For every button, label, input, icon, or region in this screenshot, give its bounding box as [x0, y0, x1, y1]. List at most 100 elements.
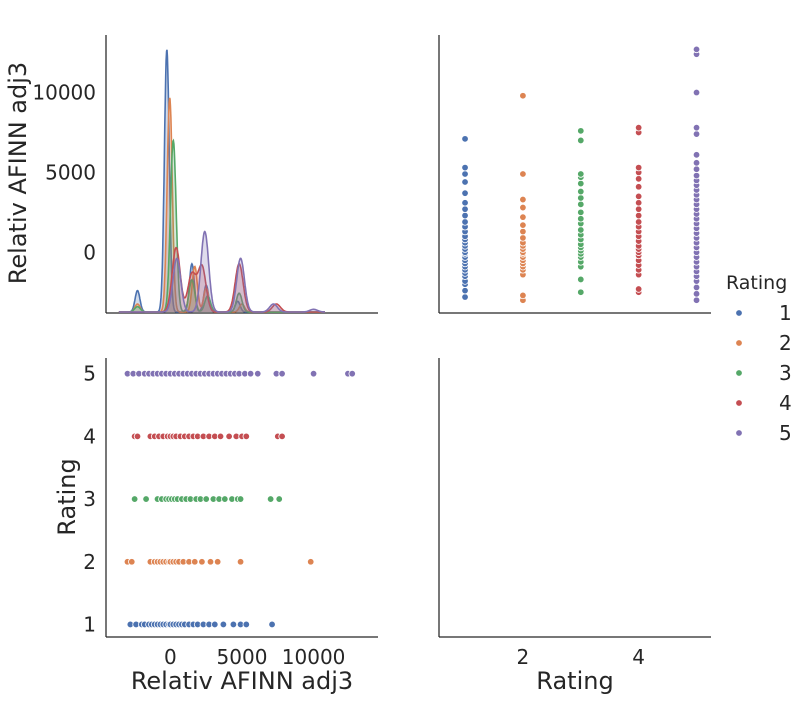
kde-area-rating-5: [118, 231, 326, 312]
point-top-rating-3-0: [577, 288, 585, 296]
point-top-rating-2-19: [519, 170, 527, 178]
point-top-rating-4-18: [634, 192, 643, 201]
point-top-rating-2-17: [519, 203, 527, 212]
afinn-x-tick-label-10000: 10000: [282, 645, 346, 669]
point-top-rating-5-28: [692, 151, 701, 159]
point-bottom-rating-2-20: [307, 558, 315, 566]
legend-label-4: 4: [779, 391, 792, 415]
point-top-rating-3-17: [577, 187, 585, 196]
point-bottom-rating-3-17: [221, 495, 229, 503]
point-top-rating-5-26: [692, 165, 701, 173]
point-top-rating-4-22: [634, 163, 643, 172]
x-axis-label-afinn: Relativ AFINN adj3: [131, 667, 353, 695]
point-top-rating-4-1: [634, 285, 643, 293]
point-bottom-rating-2-16: [198, 558, 206, 566]
rating-y-tick-label-2: 2: [83, 550, 96, 574]
point-bottom-rating-4-1: [133, 432, 142, 441]
kde-line-rating-2: [118, 97, 325, 313]
point-bottom-rating-5-28: [254, 369, 262, 378]
point-top-rating-1-21: [461, 211, 469, 220]
point-top-rating-1-24: [461, 189, 469, 197]
point-top-rating-5-29: [692, 130, 701, 138]
point-top-rating-5-30: [692, 123, 701, 132]
point-bottom-rating-1-25: [229, 620, 238, 629]
kde-y-tick-label-0: 0: [83, 240, 96, 264]
point-top-rating-3-15: [577, 200, 585, 209]
legend-label-3: 3: [779, 361, 792, 385]
afinn-x-tick-label-5000: 5000: [217, 645, 268, 669]
rating-x-tick-label-2: 2: [517, 645, 530, 669]
point-top-rating-3-14: [577, 208, 585, 217]
legend-label-2: 2: [779, 331, 792, 355]
legend-marker-4: [735, 399, 743, 407]
point-bottom-rating-3-22: [275, 495, 283, 503]
rating-y-tick-label-4: 4: [83, 424, 96, 448]
rating-y-tick-label-3: 3: [83, 487, 96, 511]
point-bottom-rating-3-0: [130, 495, 139, 503]
point-bottom-rating-5-27: [246, 369, 255, 378]
x-axis-label-rating: Rating: [536, 667, 613, 695]
legend-marker-3: [735, 369, 743, 377]
point-bottom-rating-1-28: [268, 620, 276, 629]
point-top-rating-2-14: [519, 227, 527, 236]
point-bottom-rating-4-22: [242, 432, 250, 441]
kde-line-rating-1: [118, 49, 325, 313]
point-top-rating-4-19: [634, 183, 643, 191]
rating-x-tick-label-4: 4: [632, 645, 645, 669]
point-top-rating-5-31: [692, 88, 701, 97]
kde-area-rating-3: [118, 140, 326, 312]
point-bottom-rating-5-30: [278, 369, 286, 378]
point-top-rating-4-24: [634, 123, 643, 132]
point-top-rating-1-26: [461, 170, 469, 178]
point-top-rating-3-13: [577, 215, 585, 223]
point-bottom-rating-5-31: [309, 369, 318, 378]
point-top-rating-5-0: [692, 296, 701, 304]
point-top-rating-3-20: [577, 170, 585, 178]
legend-title: Rating: [726, 272, 787, 294]
point-bottom-rating-4-18: [216, 432, 225, 441]
afinn-x-tick-label-0: 0: [164, 645, 177, 669]
point-top-rating-4-16: [634, 205, 643, 213]
kde-line-rating-3: [118, 138, 325, 313]
point-top-rating-3-21: [577, 136, 585, 145]
y-axis-label-afinn: Relativ AFINN adj3: [4, 62, 32, 284]
axis-labels: Relativ AFINN adj3 Rating Relativ AFINN …: [4, 62, 614, 695]
legend-label-1: 1: [779, 301, 792, 325]
scatter-panel-rating-vs-afinn: [438, 35, 711, 314]
legend-marker-1: [735, 309, 743, 317]
point-top-rating-2-13: [519, 234, 527, 242]
point-top-rating-1-22: [461, 205, 469, 213]
point-top-rating-1-25: [461, 178, 469, 186]
point-top-rating-5-33: [692, 45, 701, 54]
point-bottom-rating-3-14: [202, 495, 210, 503]
legend-label-5: 5: [779, 421, 792, 445]
point-bottom-rating-4-24: [278, 432, 286, 441]
point-bottom-rating-3-1: [142, 495, 150, 503]
scatter-panel-afinn-vs-rating: 1 2 3 4 5 0 5000 10000: [83, 358, 378, 669]
point-top-rating-5-27: [692, 159, 701, 167]
point-bottom-rating-1-24: [219, 620, 228, 629]
point-top-rating-5-25: [692, 171, 701, 180]
point-top-rating-3-1: [577, 275, 585, 284]
point-bottom-rating-2-1: [128, 558, 136, 566]
kde-area-rating-1: [118, 49, 326, 313]
point-bottom-rating-2-15: [191, 558, 199, 566]
point-bottom-rating-1-27: [242, 620, 250, 629]
point-top-rating-4-20: [634, 175, 643, 183]
kde-y-tick-label-5000: 5000: [45, 160, 96, 184]
point-bottom-rating-2-19: [236, 558, 245, 566]
point-top-rating-3-16: [577, 194, 585, 202]
point-top-rating-3-11: [577, 226, 585, 234]
point-bottom-rating-1-23: [211, 620, 219, 629]
kde-panel-afinn: 0 5000 10000: [32, 35, 378, 314]
point-top-rating-4-14: [634, 218, 643, 226]
point-top-rating-2-18: [519, 195, 527, 204]
point-top-rating-1-0: [461, 293, 469, 301]
point-top-rating-3-22: [577, 127, 585, 135]
kde-area-rating-4: [118, 247, 326, 312]
legend-marker-2: [735, 339, 743, 347]
rating-y-tick-label-1: 1: [83, 612, 96, 636]
point-top-rating-2-16: [519, 213, 527, 221]
